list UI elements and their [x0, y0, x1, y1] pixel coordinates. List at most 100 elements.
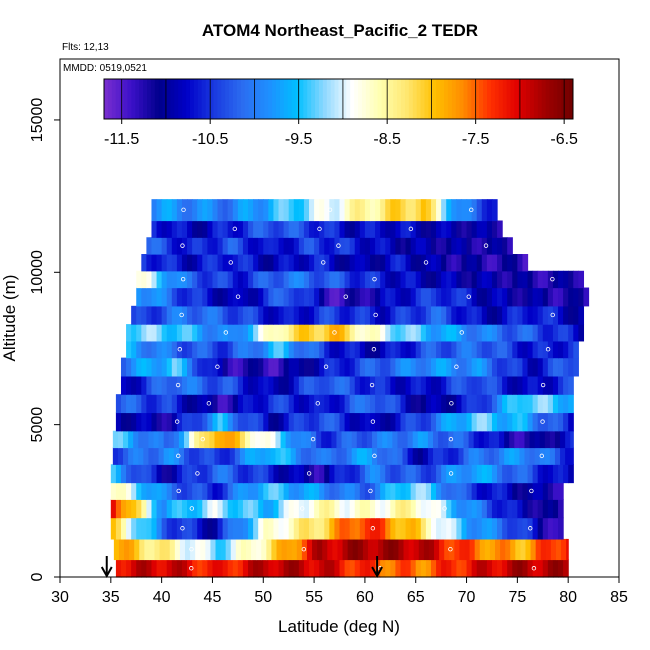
heat-cell — [486, 357, 493, 377]
heat-cell — [237, 340, 244, 359]
heat-cell — [425, 375, 432, 395]
heat-cell — [192, 559, 198, 578]
heat-cell — [522, 394, 529, 414]
heat-cell — [425, 394, 432, 414]
heat-cell — [339, 237, 346, 255]
colorbar-segment — [350, 79, 355, 119]
heat-cell — [354, 270, 361, 289]
heat-cell — [134, 538, 140, 561]
colorbar-segment — [291, 79, 297, 119]
heat-cell — [499, 447, 505, 465]
heat-cell — [359, 287, 366, 307]
heat-cell — [390, 464, 396, 484]
heat-cell — [126, 482, 132, 500]
data-point — [372, 453, 377, 459]
heat-cell — [369, 305, 376, 325]
heat-cell — [369, 357, 376, 377]
heat-cell — [331, 430, 338, 449]
heat-cell — [273, 499, 280, 519]
heat-cell — [395, 340, 402, 359]
heat-cell — [341, 430, 348, 449]
heat-cell — [303, 340, 310, 359]
heat-cell — [192, 394, 198, 414]
heat-cell — [148, 447, 155, 465]
heat-cell — [527, 394, 534, 414]
heat-cell — [171, 499, 178, 519]
heat-cell — [156, 199, 163, 222]
heat-cell — [263, 464, 269, 484]
heat-cell — [563, 340, 569, 359]
heat-cell — [187, 517, 193, 540]
heat-cell — [410, 517, 417, 540]
data-point — [368, 488, 373, 494]
heat-cell — [232, 340, 239, 359]
x-tick-label: 30 — [51, 589, 69, 606]
heat-cell — [397, 430, 404, 449]
heat-cell — [502, 357, 508, 377]
heat-cell — [417, 447, 424, 465]
heat-cell — [319, 559, 325, 578]
heat-cell — [207, 559, 214, 578]
heat-cell — [364, 394, 371, 414]
heat-cell — [178, 430, 185, 449]
colorbar-segment — [490, 79, 496, 119]
heat-cell — [420, 305, 427, 325]
heat-cell — [359, 254, 366, 272]
colorbar-segment — [459, 79, 465, 119]
x-tick-label: 45 — [204, 589, 222, 606]
heat-cell — [532, 375, 539, 395]
heat-cell — [486, 324, 493, 342]
heat-cell — [415, 375, 422, 395]
x-tick-label: 65 — [407, 589, 425, 606]
heat-cell — [171, 375, 178, 395]
heat-cell — [390, 394, 396, 414]
colorbar-frame — [103, 78, 574, 120]
heat-cell — [497, 559, 503, 578]
heat-cell — [369, 199, 376, 222]
heat-cell — [537, 499, 544, 519]
colorbar-segment — [256, 79, 261, 119]
heat-cell — [146, 517, 153, 540]
heat-cell — [314, 305, 320, 325]
heat-cell — [158, 430, 165, 449]
heat-cell — [131, 464, 137, 484]
heat-cell — [207, 482, 214, 500]
heat-cell — [227, 394, 234, 414]
heat-cell — [476, 324, 483, 342]
heat-cell — [415, 559, 422, 578]
heat-cell — [423, 538, 430, 561]
heat-cell — [471, 199, 478, 222]
heat-cell — [222, 412, 229, 432]
heat-cell — [537, 517, 544, 540]
heat-cell — [578, 287, 585, 307]
colorbar-segment — [322, 79, 328, 119]
heat-cell — [502, 237, 508, 255]
heat-cell — [375, 220, 381, 238]
heat-cell — [369, 340, 376, 359]
heat-cell — [532, 499, 539, 519]
heat-cell — [522, 270, 529, 289]
heat-cell — [227, 517, 234, 540]
heat-cell — [222, 464, 229, 484]
heat-cell — [412, 447, 419, 465]
data-point — [370, 526, 376, 531]
colorbar: -11.5 -10.5 -9.5 -8.5 -7.5 -6.5 — [103, 78, 578, 148]
heat-cell — [378, 538, 384, 561]
heat-cell — [151, 254, 158, 272]
heat-cell — [336, 430, 343, 449]
heat-cell — [298, 199, 305, 222]
data-point — [466, 294, 471, 299]
heat-cell — [334, 482, 341, 500]
heat-cell — [481, 464, 488, 484]
heat-cell — [441, 254, 447, 272]
data-point — [449, 401, 454, 406]
heat-cell — [337, 538, 344, 561]
heat-cell — [248, 237, 254, 255]
heat-cell — [202, 324, 208, 342]
heat-cell — [491, 517, 498, 540]
heat-cell — [181, 464, 188, 484]
heat-cell — [349, 464, 356, 484]
heat-cell — [202, 357, 208, 377]
heat-cell — [519, 447, 526, 465]
heat-cell — [273, 517, 280, 540]
